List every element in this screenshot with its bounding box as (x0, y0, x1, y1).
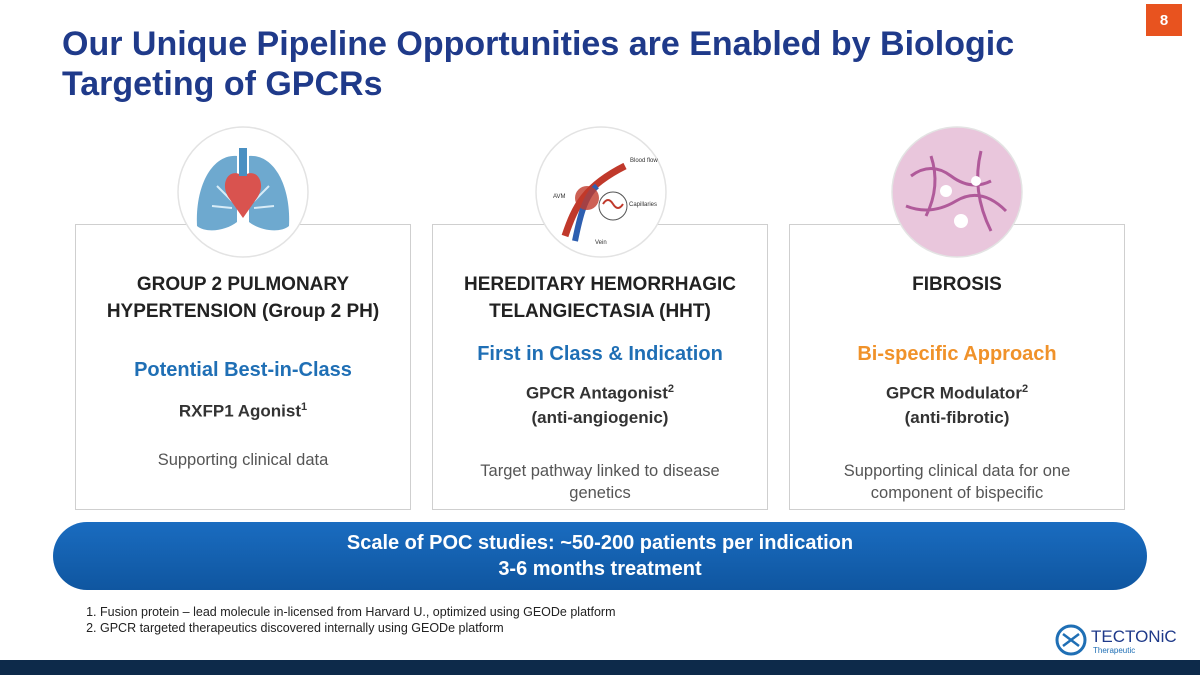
slide-title: Our Unique Pipeline Opportunities are En… (62, 25, 1015, 103)
footnotes: Fusion protein – lead molecule in-licens… (62, 604, 616, 636)
heading-line: FIBROSIS (912, 274, 1002, 295)
banner: Scale of POC studies: ~50-200 patients p… (53, 522, 1147, 590)
card-mechanism: GPCR Antagonist2 (anti-angiogenic) (433, 377, 767, 430)
logo-tagline: Therapeutic (1093, 646, 1135, 655)
footnote: GPCR targeted therapeutics discovered in… (100, 620, 616, 636)
logo-name: TECTONiC (1091, 627, 1177, 646)
card-heading: HEREDITARY HEMORRHAGIC TELANGIECTASIA (H… (433, 271, 767, 325)
footnote-ref: 1 (301, 401, 308, 413)
mechanism-text: GPCR Modulator (885, 383, 1022, 403)
card-highlight: First in Class & Indication (477, 343, 723, 365)
card-highlight: Potential Best-in-Class (134, 359, 352, 381)
note-line: Target pathway linked to disease (480, 462, 720, 480)
footnote-ref: 2 (1021, 383, 1029, 395)
note-line: component of bispecific (870, 484, 1044, 502)
lungs-image (177, 126, 309, 258)
image-label: Blood flow (630, 158, 658, 164)
card: FIBROSIS Bi-specific Approach GPCR Modul… (789, 224, 1125, 510)
vessel-image: Blood flow AVM Capillaries Vein (535, 126, 667, 258)
footnote: Fusion protein – lead molecule in-licens… (100, 604, 616, 620)
image-label: AVM (553, 194, 566, 200)
tissue-image (891, 126, 1023, 258)
heading-line: HEREDITARY HEMORRHAGIC (464, 274, 736, 295)
heading-line: TELANGIECTASIA (HHT) (489, 301, 711, 322)
card-mechanism: GPCR Modulator2 (anti-fibrotic) (790, 377, 1124, 430)
heading-line: GROUP 2 PULMONARY (136, 274, 350, 295)
mechanism-detail: (anti-angiogenic) (531, 407, 669, 427)
card-heading: FIBROSIS (790, 271, 1124, 298)
image-label: Capillaries (629, 202, 657, 208)
note-line: Supporting clinical data (157, 451, 329, 469)
mechanism-detail: (anti-fibrotic) (904, 407, 1010, 427)
note-line: Supporting clinical data for one (843, 462, 1071, 480)
footer-bar (0, 660, 1200, 675)
mechanism-line: GPCR Antagonist2 (433, 377, 767, 406)
card: GROUP 2 PULMONARY HYPERTENSION (Group 2 … (75, 224, 411, 510)
banner-line: 3-6 months treatment (498, 558, 702, 580)
footnote-ref: 2 (667, 383, 675, 395)
card-highlight: Bi-specific Approach (857, 343, 1057, 365)
card: HEREDITARY HEMORRHAGIC TELANGIECTASIA (H… (432, 224, 768, 510)
card-mechanism: RXFP1 Agonist1 (76, 395, 410, 424)
heading-line: HYPERTENSION (Group 2 PH) (106, 301, 380, 322)
logo: TECTONiC Therapeutic (1055, 624, 1177, 656)
page-number: 8 (1146, 4, 1182, 36)
image-label: Vein (595, 240, 607, 246)
card-note: Supporting clinical data for one compone… (790, 460, 1124, 504)
mechanism-text: GPCR Antagonist (525, 383, 668, 403)
mechanism-line: GPCR Modulator2 (790, 377, 1124, 406)
banner-line: Scale of POC studies: ~50-200 patients p… (346, 532, 854, 554)
card-note: Target pathway linked to disease genetic… (433, 460, 767, 504)
note-line: genetics (569, 484, 631, 502)
card-note: Supporting clinical data (76, 449, 410, 471)
card-heading: GROUP 2 PULMONARY HYPERTENSION (Group 2 … (76, 271, 410, 325)
mechanism-text: RXFP1 Agonist (178, 401, 302, 421)
